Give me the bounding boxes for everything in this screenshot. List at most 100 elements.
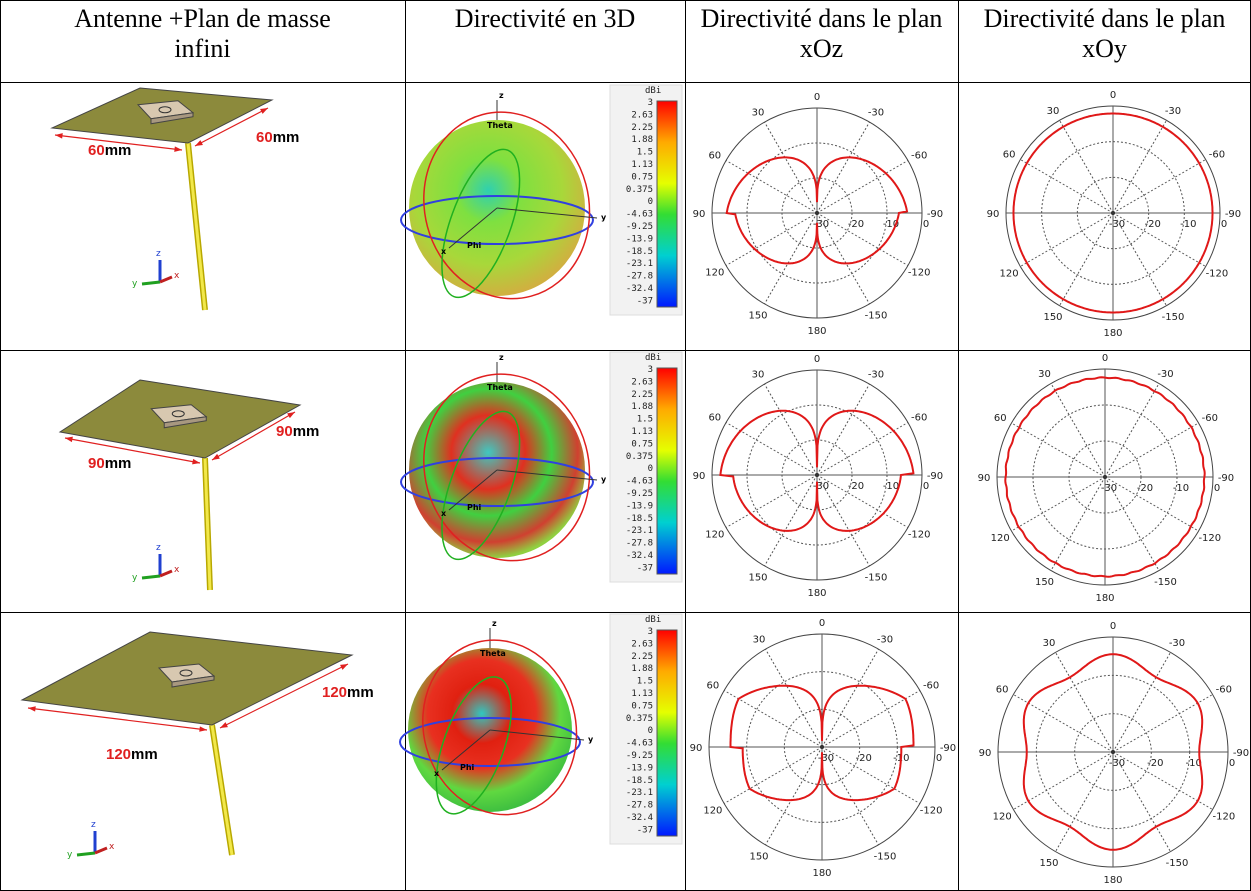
angle-label: -60 <box>1202 413 1218 424</box>
angle-label: 150 <box>1035 577 1054 588</box>
radial-label: -20 <box>855 753 871 764</box>
colorbar-label: 0.75 <box>631 439 653 449</box>
angle-label: 60 <box>996 685 1009 696</box>
polar-plot: -30 -20 -10 00306090120150180-150-120-90-60… <box>978 353 1235 604</box>
colorbar-label: -18.5 <box>626 247 653 257</box>
axis-label: y <box>601 213 607 222</box>
polar-spoke <box>723 690 823 748</box>
arrow-head <box>192 458 200 465</box>
angle-label: -150 <box>1166 858 1189 869</box>
phi-circle <box>399 717 581 767</box>
colorbar-label: 0.375 <box>626 714 653 724</box>
angle-label: 150 <box>1043 312 1062 323</box>
arrow-head <box>340 664 348 670</box>
arrow-head <box>199 726 207 732</box>
radial-label: 0 <box>1214 483 1220 494</box>
colorbar-label: 1.5 <box>637 677 653 687</box>
angle-label: 90 <box>693 471 706 482</box>
colorbar-label: -27.8 <box>626 801 653 811</box>
polar-spoke <box>1112 652 1171 753</box>
feed-hole <box>179 669 193 677</box>
colorbar-label: 0.75 <box>631 701 653 711</box>
polar-spoke <box>816 121 870 214</box>
patch-side <box>150 112 194 125</box>
polar-spoke <box>1112 212 1206 267</box>
polar-spoke <box>821 648 879 748</box>
dimension-label: 90mm <box>276 423 319 440</box>
colorbar-label: 2.63 <box>631 639 653 649</box>
colorbar-label: 1.13 <box>631 689 653 699</box>
dimension-number: 60 <box>88 142 105 159</box>
polar-spoke <box>1104 476 1160 571</box>
axis-x <box>448 469 498 511</box>
dimension-number: 90 <box>276 423 293 440</box>
polar-spoke <box>816 383 870 476</box>
center-dot <box>815 473 819 477</box>
polar-spoke <box>1112 159 1206 214</box>
colorbar-label: -9.25 <box>626 751 653 761</box>
dimension-arrow <box>219 663 349 729</box>
feed-hole <box>171 410 185 418</box>
colorbar-scale <box>656 367 678 575</box>
polar-spoke <box>1011 422 1106 478</box>
polar-spoke <box>764 212 818 305</box>
angle-label: -90 <box>1218 473 1234 484</box>
radial-label: -10 <box>1173 483 1189 494</box>
angle-label: 90 <box>978 473 991 484</box>
colorbar-unit: dBi <box>645 353 661 363</box>
radial-label: 0 <box>923 219 929 230</box>
angle-label: 120 <box>991 533 1010 544</box>
colorbar-label: 1.13 <box>631 427 653 437</box>
colorbar-label: 0.75 <box>631 172 653 182</box>
angle-label: 120 <box>703 806 722 817</box>
colorbar-label: -23.1 <box>626 259 653 269</box>
header-cell: Directivité en 3D <box>454 4 636 33</box>
angle-label: 30 <box>752 108 765 119</box>
polar-spoke <box>1112 694 1213 753</box>
pattern-curve <box>1004 376 1206 578</box>
colorbar-label: -4.63 <box>626 210 653 220</box>
polar-spoke <box>1055 751 1114 852</box>
triad-label: y <box>132 279 138 289</box>
polar-spoke <box>816 212 870 305</box>
colorbar-unit: dBi <box>645 615 661 625</box>
colorbar-label: -13.9 <box>626 234 653 244</box>
angle-label: 150 <box>748 572 767 583</box>
polar-plot: -30 -20 -10 00306090120150180-150-120-90-60… <box>690 618 957 879</box>
axis-label: Phi <box>467 241 482 250</box>
feed-line-highlight <box>186 142 207 311</box>
polar-spoke <box>821 746 921 804</box>
polar-spoke <box>1104 476 1199 532</box>
angle-label: 90 <box>690 743 703 754</box>
triad-y <box>141 574 161 580</box>
angle-label: -90 <box>1233 748 1249 759</box>
polar-spoke <box>1020 212 1114 267</box>
colorbar-label: 2.25 <box>631 652 653 662</box>
arrow-head <box>287 412 295 419</box>
axis-label: Theta <box>487 121 513 130</box>
polar-spoke <box>1104 422 1199 478</box>
angle-label: 120 <box>705 268 724 279</box>
colorbar-label: 1.5 <box>637 415 653 425</box>
polar-spoke <box>1112 751 1213 810</box>
colorbar-label: -18.5 <box>626 776 653 786</box>
angle-label: 180 <box>812 868 831 879</box>
angle-label: 150 <box>748 310 767 321</box>
colorbar-label: -27.8 <box>626 539 653 549</box>
theta-circle <box>423 111 591 300</box>
green-arc <box>435 676 512 815</box>
directivity-3d: z y x Theta Phi <box>400 91 607 300</box>
angle-label: 180 <box>1103 875 1122 886</box>
dimension-arrow <box>27 707 208 731</box>
angle-label: 30 <box>1047 106 1060 117</box>
angle-label: 0 <box>1102 353 1108 364</box>
colorbar-label: -23.1 <box>626 526 653 536</box>
polar-spoke <box>723 746 823 804</box>
center-dot <box>1103 475 1107 479</box>
axis-label: z <box>492 619 497 628</box>
polar-spoke <box>816 474 870 567</box>
colorbar-label: 0 <box>648 197 653 207</box>
colorbar-label: 2.63 <box>631 377 653 387</box>
polar-spoke <box>1112 751 1171 852</box>
